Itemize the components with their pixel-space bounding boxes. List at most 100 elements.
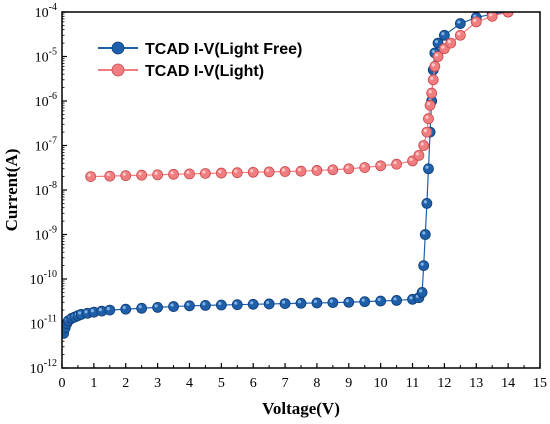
y-tick-label: 10-7: [35, 136, 57, 155]
x-tick-label: 6: [250, 376, 257, 391]
legend-marker-light: [111, 63, 125, 77]
legend: TCAD I-V(Light Free) TCAD I-V(Light): [98, 41, 302, 80]
data-point: [247, 298, 259, 310]
data-point: [343, 163, 355, 175]
data-point: [418, 140, 430, 151]
data-point: [429, 60, 441, 72]
data-point-highlight: [415, 152, 420, 156]
data-point: [486, 12, 498, 22]
x-tick-label: 0: [59, 376, 66, 391]
data-point-highlight: [250, 169, 254, 173]
data-point-highlight: [377, 162, 381, 166]
data-point: [184, 300, 195, 312]
data-point-highlight: [377, 297, 381, 302]
data-point-highlight: [186, 302, 190, 306]
data-point-highlight: [393, 297, 397, 301]
data-point: [418, 260, 430, 272]
legend-label-light: TCAD I-V(Light): [145, 63, 264, 80]
data-point-highlight: [431, 49, 435, 54]
data-point: [311, 297, 323, 309]
data-point-highlight: [78, 311, 82, 315]
data-point-highlight: [297, 300, 302, 304]
data-point-highlight: [87, 173, 91, 177]
data-point: [85, 171, 97, 183]
series-layer: [62, 12, 514, 339]
data-point-highlight: [434, 40, 439, 44]
x-tick-label: 15: [533, 376, 547, 391]
data-point-highlight: [420, 262, 424, 266]
data-point: [295, 165, 307, 177]
data-point: [445, 37, 457, 49]
data-point: [279, 298, 291, 310]
data-point-highlight: [447, 40, 451, 44]
x-tick-label: 11: [406, 376, 419, 391]
data-point: [152, 302, 164, 313]
data-point-highlight: [218, 301, 222, 306]
data-point: [311, 165, 323, 176]
data-point-highlight: [473, 18, 477, 22]
data-point-highlight: [422, 231, 426, 235]
data-point-highlight: [106, 173, 110, 177]
data-point: [423, 163, 434, 175]
data-point: [231, 167, 243, 179]
data-point: [375, 295, 387, 307]
data-point: [120, 303, 132, 315]
data-point-highlight: [138, 172, 142, 176]
data-point-highlight: [426, 102, 431, 106]
data-point-highlight: [122, 172, 126, 176]
x-tick-label: 4: [186, 376, 193, 391]
data-point-highlight: [234, 301, 238, 305]
x-tick-label: 7: [282, 376, 289, 391]
data-point: [391, 295, 403, 306]
legend-item-light-free: TCAD I-V(Light Free): [98, 41, 302, 58]
data-point-highlight: [138, 305, 142, 309]
data-point: [416, 286, 428, 298]
data-point: [295, 297, 307, 309]
data-point-highlight: [170, 171, 174, 175]
data-point-highlight: [313, 167, 318, 171]
data-point-highlight: [457, 20, 461, 24]
data-point-highlight: [430, 76, 434, 80]
data-point-highlight: [423, 129, 427, 133]
data-point: [215, 167, 227, 179]
legend-label-light-free: TCAD I-V(Light Free): [145, 41, 302, 58]
data-point: [454, 18, 466, 29]
data-point-highlight: [281, 300, 286, 304]
data-point-highlight: [345, 165, 349, 169]
data-point-highlight: [428, 90, 432, 94]
data-point-highlight: [218, 169, 222, 174]
legend-item-light: TCAD I-V(Light): [98, 63, 264, 80]
data-point-highlight: [329, 166, 333, 170]
data-point: [231, 299, 243, 311]
data-point: [327, 297, 339, 308]
y-tick-label: 10-9: [35, 225, 57, 244]
data-point: [215, 299, 227, 311]
x-tick-label: 1: [90, 376, 97, 391]
data-point: [470, 16, 482, 28]
data-point-highlight: [154, 171, 158, 175]
data-point: [424, 99, 436, 111]
data-point-highlight: [345, 299, 349, 303]
data-point-highlight: [170, 303, 174, 307]
data-point: [168, 301, 179, 312]
data-point-highlight: [361, 164, 365, 168]
data-point: [247, 166, 259, 178]
y-tick-label: 10-10: [30, 269, 57, 288]
x-tick-label: 8: [313, 376, 320, 391]
data-point-highlight: [266, 168, 270, 173]
data-point-highlight: [106, 307, 110, 311]
data-point: [152, 169, 164, 181]
data-point-highlight: [202, 170, 206, 174]
data-point: [343, 296, 355, 308]
y-tick-label: 10-12: [30, 358, 57, 377]
data-point: [502, 12, 514, 18]
data-point-highlight: [266, 300, 270, 305]
data-point: [199, 300, 211, 311]
data-point-highlight: [489, 13, 493, 17]
data-point: [419, 229, 431, 240]
y-tick-label: 10-4: [35, 2, 57, 21]
data-point-highlight: [431, 63, 435, 67]
data-point: [263, 166, 275, 178]
data-point: [454, 29, 466, 41]
